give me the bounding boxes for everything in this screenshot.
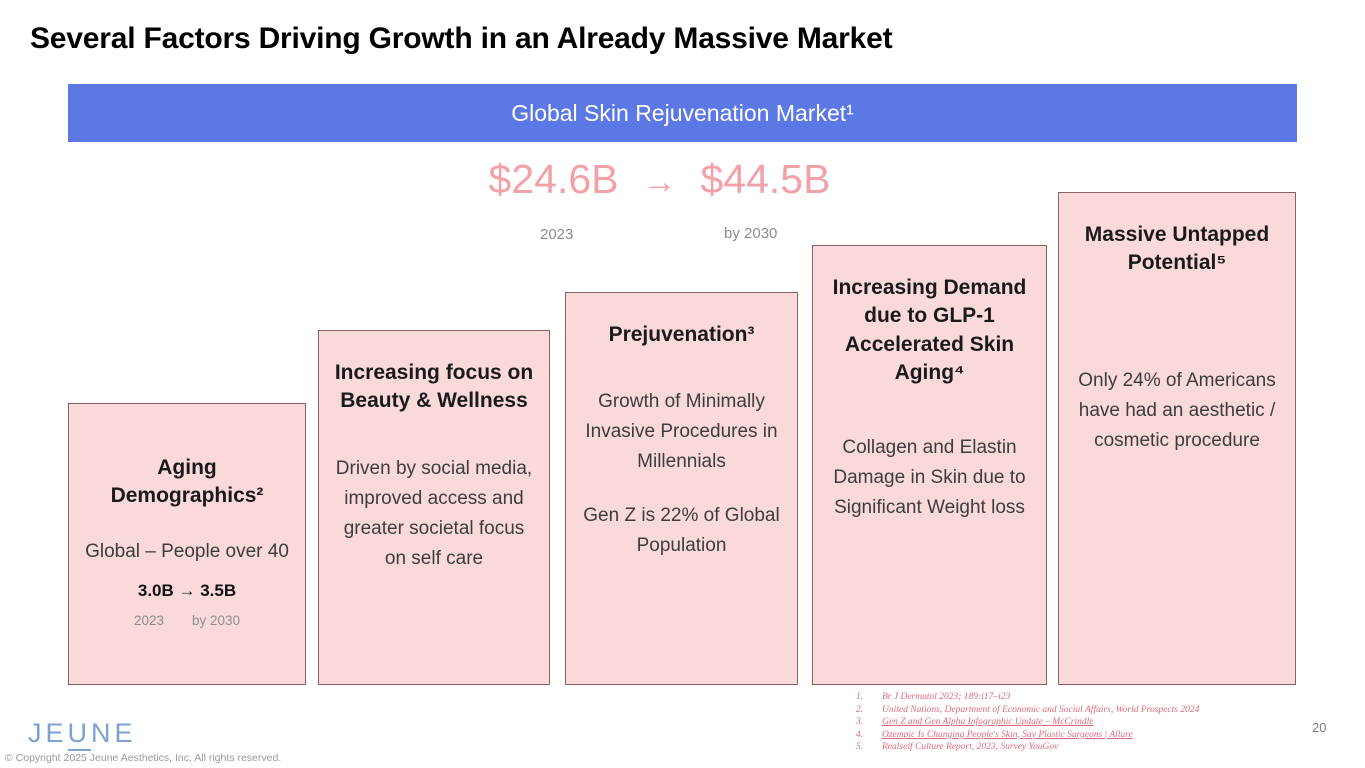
factor-box-untapped-potential: Massive Untapped Potential⁵ Only 24% of … bbox=[1058, 192, 1296, 685]
footnote-4: 4. Ozempic Is Changing People's Skin, Sa… bbox=[856, 729, 1326, 742]
footnote-3: 3. Gen Z and Gen Alpha Infographic Updat… bbox=[856, 716, 1326, 729]
footnote-number: 3. bbox=[856, 717, 864, 727]
footnote-number: 4. bbox=[856, 729, 864, 740]
footnotes: 1. Br J Dermatol 2023; 189:i17–i23 2. Un… bbox=[856, 691, 1326, 754]
footnote-number: 5. bbox=[856, 742, 864, 752]
logo-text-post: NE bbox=[91, 718, 137, 748]
copyright-notice: © Copyright 2025 Jeune Aesthetics, Inc. … bbox=[5, 752, 282, 764]
factor-heading: Massive Untapped Potential⁵ bbox=[1084, 223, 1270, 275]
population-stat: 3.0B → 3.5B bbox=[137, 580, 237, 600]
factor-body: Only 24% of Americans have had an aesthe… bbox=[1078, 369, 1276, 451]
market-year-to: by 2030 bbox=[724, 225, 778, 242]
factor-heading: Increasing focus on Beauty & Wellness bbox=[334, 361, 534, 413]
footnote-link-allure[interactable]: Ozempic Is Changing People's Skin, Say P… bbox=[882, 729, 1133, 740]
population-stat-years: 2023 by 2030 bbox=[83, 613, 291, 628]
factor-box-aging-demographics: Aging Demographics² Global – People over… bbox=[68, 403, 306, 685]
logo-text-u: U bbox=[67, 718, 92, 751]
footnote-2: 2. United Nations, Department of Economi… bbox=[856, 704, 1326, 717]
page-title: Several Factors Driving Growth in an Alr… bbox=[30, 22, 893, 55]
market-banner-label: Global Skin Rejuvenation Market¹ bbox=[511, 99, 854, 126]
footnote-1: 1. Br J Dermatol 2023; 189:i17–i23 bbox=[856, 691, 1326, 704]
footnote-text: Realself Culture Report, 2023, Survey Yo… bbox=[882, 742, 1059, 752]
factor-box-prejuvenation: Prejuvenation³ Growth of Minimally Invas… bbox=[565, 292, 798, 685]
market-value-2030: $44.5B bbox=[700, 156, 831, 202]
footnote-link-mccrindle[interactable]: Gen Z and Gen Alpha Infographic Update –… bbox=[882, 717, 1094, 727]
stat-year-from: 2023 bbox=[133, 612, 164, 628]
logo-text-pre: JE bbox=[28, 718, 68, 748]
page-number: 20 bbox=[1312, 720, 1327, 735]
footnote-text: Br J Dermatol 2023; 189:i17–i23 bbox=[882, 692, 1011, 702]
factor-body: Collagen and Elastin Damage in Skin due … bbox=[833, 437, 1026, 519]
market-banner: Global Skin Rejuvenation Market¹ bbox=[68, 84, 1297, 142]
market-growth-figure: $24.6B → $44.5B bbox=[45, 156, 1274, 203]
factor-heading: Aging Demographics² bbox=[110, 456, 264, 508]
factor-box-beauty-wellness: Increasing focus on Beauty & Wellness Dr… bbox=[318, 330, 550, 685]
growth-arrow-icon: → bbox=[642, 163, 677, 201]
footnote-number: 1. bbox=[856, 692, 864, 702]
factor-heading: Increasing Demand due to GLP-1 Accelerat… bbox=[832, 276, 1027, 385]
jeune-logo: JEUNE bbox=[28, 718, 137, 751]
stat-year-to: by 2030 bbox=[192, 612, 241, 628]
factor-body: Growth of Minimally Invasive Procedures … bbox=[585, 391, 778, 473]
factor-heading: Prejuvenation³ bbox=[608, 323, 755, 346]
footnote-5: 5. Realself Culture Report, 2023, Survey… bbox=[856, 741, 1326, 754]
market-year-from: 2023 bbox=[540, 226, 574, 243]
factor-body: Global – People over 40 bbox=[85, 540, 289, 562]
footnote-number: 2. bbox=[856, 704, 864, 715]
market-value-2023: $24.6B bbox=[488, 156, 619, 202]
factor-body-secondary: Gen Z is 22% of Global Population bbox=[583, 505, 780, 557]
factor-body: Driven by social media, improved access … bbox=[335, 457, 533, 569]
factor-box-glp1-demand: Increasing Demand due to GLP-1 Accelerat… bbox=[812, 245, 1047, 685]
footnote-text: United Nations, Department of Economic a… bbox=[882, 704, 1200, 715]
